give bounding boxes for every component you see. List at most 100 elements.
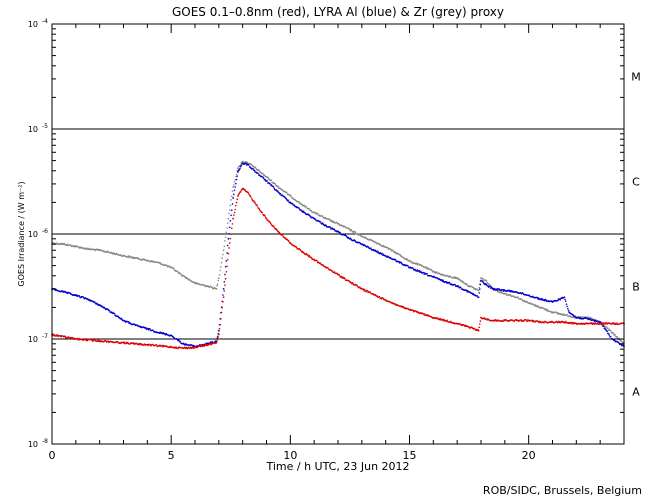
series-dot <box>288 201 291 204</box>
series-dot <box>520 319 522 321</box>
flare-class-labels: A B C M <box>631 71 641 399</box>
series-dot <box>602 325 605 328</box>
series-dot <box>555 320 558 323</box>
series-dot <box>360 243 362 245</box>
series-dot <box>145 328 148 331</box>
series-dot <box>228 232 230 235</box>
series-dot <box>220 266 222 268</box>
series-dot <box>610 337 613 340</box>
x-tick-label: 20 <box>522 449 536 462</box>
series-dot <box>564 298 566 301</box>
series-dot <box>155 344 158 346</box>
series-dot <box>508 289 510 292</box>
series-dot <box>394 258 397 261</box>
series-dot <box>562 296 565 299</box>
x-axis-label: Time / h UTC, 23 Jun 2012 <box>265 460 409 473</box>
series-dot <box>181 347 184 349</box>
series-dot <box>224 284 226 286</box>
series-dot <box>229 220 232 222</box>
data-series <box>51 160 625 345</box>
series-dot <box>62 335 65 338</box>
series-dot <box>62 290 65 293</box>
series-dot <box>191 344 193 347</box>
series-dot <box>446 319 449 322</box>
data-point <box>227 252 230 255</box>
series-dot <box>557 299 559 302</box>
series-dot <box>269 222 272 225</box>
series-dot <box>467 290 470 293</box>
series-dot <box>503 292 505 295</box>
flare-class-label: M <box>631 71 641 84</box>
series-dot <box>472 286 475 289</box>
series-dot <box>505 292 508 295</box>
series-dot <box>616 335 618 338</box>
series-dot <box>562 313 565 316</box>
series-dot <box>214 340 217 342</box>
series-dot <box>455 285 458 288</box>
series-dot <box>342 224 344 227</box>
series-dot <box>297 200 300 203</box>
series-dot <box>233 193 235 196</box>
series-dot <box>241 163 243 165</box>
series-dot <box>214 287 217 290</box>
series-dot <box>489 285 491 288</box>
series-dot <box>565 320 567 323</box>
y-tick-label: 10 <box>28 20 38 29</box>
series-dot <box>515 296 517 299</box>
series-dot <box>574 316 577 318</box>
series-dot <box>214 342 217 344</box>
series-dot <box>503 289 505 291</box>
series-dot <box>391 249 394 251</box>
series-dot <box>219 323 221 326</box>
series-dot <box>56 242 58 244</box>
series-dot <box>369 291 372 293</box>
y-tick-label: 10 <box>28 335 38 344</box>
series-dot <box>145 343 148 346</box>
data-point <box>227 217 230 220</box>
series-dot <box>489 283 491 286</box>
series-dot <box>615 323 618 325</box>
series-dot <box>78 295 81 297</box>
series-dot <box>86 247 88 250</box>
series-dot <box>314 212 317 214</box>
series-dot <box>344 278 346 280</box>
series-dot <box>598 323 601 325</box>
series-dot <box>242 187 245 190</box>
series-dot <box>257 172 259 175</box>
series-dot <box>276 230 279 232</box>
series-dot <box>179 340 182 343</box>
series-dot <box>255 203 258 206</box>
series-dot <box>274 182 276 185</box>
series-dot <box>543 322 545 324</box>
series-dot <box>269 221 271 223</box>
series-dot <box>223 281 226 283</box>
series-dot <box>614 333 616 336</box>
series-dot <box>77 339 80 341</box>
series-dot <box>465 289 468 292</box>
series-dot <box>340 275 343 278</box>
series-dot <box>224 273 226 276</box>
series-dot <box>265 216 267 219</box>
series-dot <box>233 181 236 183</box>
series-dot <box>360 235 362 237</box>
series-dot <box>419 263 422 266</box>
series-dot <box>408 266 410 269</box>
series-dot <box>222 253 224 256</box>
series-dot <box>132 342 135 344</box>
flare-class-label: A <box>632 386 640 399</box>
series-dot <box>527 319 529 321</box>
series-dot <box>231 190 234 193</box>
series-dot <box>574 322 577 324</box>
series-dot <box>300 209 302 211</box>
series-dot <box>336 230 339 232</box>
series-dot <box>265 180 267 182</box>
series-dot <box>103 306 106 309</box>
series-dot <box>233 214 235 216</box>
series-dot <box>336 222 339 224</box>
series-dot <box>316 259 318 262</box>
series-dot <box>250 196 252 198</box>
series-dot <box>586 322 589 325</box>
series-dot <box>157 261 160 264</box>
series-dot <box>419 311 422 314</box>
series-dot <box>230 227 233 230</box>
